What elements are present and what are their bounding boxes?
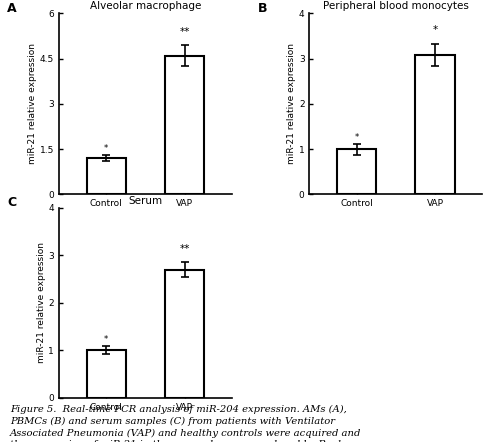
Text: *: *: [104, 144, 108, 153]
Text: B: B: [258, 2, 267, 15]
Title: Peripheral blood monocytes: Peripheral blood monocytes: [323, 1, 469, 11]
Text: *: *: [432, 26, 438, 35]
Title: Alveolar macrophage: Alveolar macrophage: [90, 1, 201, 11]
Y-axis label: miR-21 relative expression: miR-21 relative expression: [36, 242, 46, 363]
Bar: [165, 56, 204, 194]
Text: A: A: [7, 2, 17, 15]
Bar: [87, 158, 126, 194]
Bar: [165, 270, 204, 398]
Text: **: **: [180, 27, 190, 37]
Text: Figure 5.  Real-time PCR analysis of miR-204 expression. AMs (A),
PBMCs (B) and : Figure 5. Real-time PCR analysis of miR-…: [10, 404, 361, 442]
Bar: [87, 350, 126, 398]
Text: *: *: [354, 133, 359, 141]
Bar: [337, 149, 376, 194]
Title: Serum: Serum: [128, 195, 162, 206]
Text: *: *: [104, 335, 108, 344]
Text: C: C: [7, 196, 16, 210]
Y-axis label: miR-21 relative expression: miR-21 relative expression: [287, 43, 296, 164]
Y-axis label: miR-21 relative expression: miR-21 relative expression: [28, 43, 37, 164]
Text: **: **: [180, 244, 190, 254]
Bar: [415, 55, 455, 194]
